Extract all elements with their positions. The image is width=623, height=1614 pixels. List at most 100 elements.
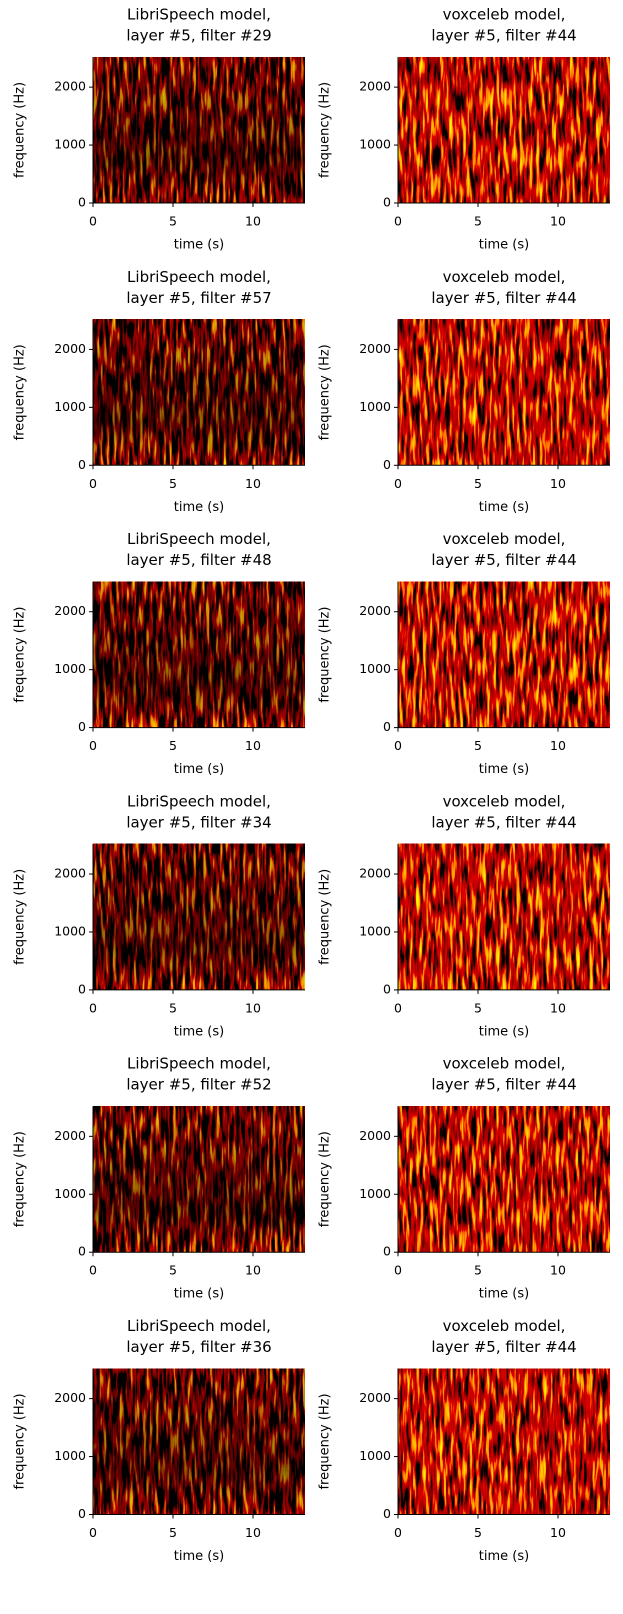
heatmap-shade bbox=[93, 319, 305, 466]
x-tick-label: 0 bbox=[394, 1263, 402, 1278]
y-tick-label: 1000 bbox=[54, 661, 86, 676]
heatmap-image bbox=[398, 57, 610, 203]
chart-title: layer #5, filter #44 bbox=[431, 1076, 576, 1094]
y-tick-label: 0 bbox=[78, 981, 86, 996]
x-axis-label: time (s) bbox=[174, 1024, 224, 1039]
chart-title: layer #5, filter #44 bbox=[431, 289, 576, 307]
x-tick-label: 0 bbox=[89, 214, 97, 229]
y-tick-label: 0 bbox=[383, 1506, 391, 1521]
x-tick-label: 10 bbox=[245, 1000, 261, 1015]
x-axis-label: time (s) bbox=[174, 500, 224, 515]
x-tick-label: 0 bbox=[89, 476, 97, 491]
y-tick-label: 0 bbox=[383, 719, 391, 734]
chart-title: LibriSpeech model, bbox=[127, 792, 271, 810]
y-tick-label: 2000 bbox=[359, 341, 391, 356]
chart-title: layer #5, filter #52 bbox=[126, 1076, 271, 1094]
x-tick-label: 0 bbox=[394, 214, 402, 229]
x-tick-label: 5 bbox=[474, 1000, 482, 1015]
y-tick-label: 2000 bbox=[54, 341, 86, 356]
chart-title: voxceleb model, bbox=[443, 530, 566, 548]
y-axis-label: frequency (Hz) bbox=[13, 344, 28, 440]
x-tick-label: 5 bbox=[169, 476, 177, 491]
x-tick-label: 0 bbox=[394, 476, 402, 491]
chart-title: LibriSpeech model, bbox=[127, 6, 271, 24]
chart-title: voxceleb model, bbox=[443, 1317, 566, 1335]
heatmap-shade bbox=[93, 581, 305, 728]
x-axis-label: time (s) bbox=[479, 500, 529, 515]
heatmap-shade bbox=[93, 843, 305, 990]
y-tick-label: 2000 bbox=[54, 866, 86, 881]
heatmap-shade bbox=[93, 57, 305, 203]
x-tick-label: 5 bbox=[474, 1525, 482, 1540]
x-tick-label: 10 bbox=[550, 1525, 566, 1540]
x-tick-label: 5 bbox=[169, 738, 177, 753]
chart-title: LibriSpeech model, bbox=[127, 1055, 271, 1073]
y-axis-label: frequency (Hz) bbox=[13, 607, 28, 703]
y-tick-label: 1000 bbox=[359, 137, 391, 152]
y-tick-label: 0 bbox=[78, 457, 86, 472]
y-tick-label: 1000 bbox=[54, 137, 86, 152]
y-tick-label: 2000 bbox=[54, 1390, 86, 1405]
chart-title: voxceleb model, bbox=[443, 268, 566, 286]
x-axis-label: time (s) bbox=[174, 1287, 224, 1302]
x-tick-label: 0 bbox=[394, 1525, 402, 1540]
y-tick-label: 1000 bbox=[359, 923, 391, 938]
x-tick-label: 10 bbox=[550, 738, 566, 753]
y-tick-label: 2000 bbox=[54, 79, 86, 94]
x-tick-label: 0 bbox=[89, 1525, 97, 1540]
x-tick-label: 5 bbox=[474, 1263, 482, 1278]
y-tick-label: 1000 bbox=[54, 399, 86, 414]
x-tick-label: 5 bbox=[169, 214, 177, 229]
chart-title: layer #5, filter #44 bbox=[431, 551, 576, 569]
heatmap-image bbox=[398, 1106, 610, 1253]
y-tick-label: 2000 bbox=[359, 866, 391, 881]
x-tick-label: 5 bbox=[474, 214, 482, 229]
x-tick-label: 0 bbox=[394, 1000, 402, 1015]
y-tick-label: 2000 bbox=[359, 1128, 391, 1143]
y-tick-label: 1000 bbox=[359, 661, 391, 676]
x-tick-label: 10 bbox=[245, 738, 261, 753]
x-tick-label: 10 bbox=[245, 1263, 261, 1278]
chart-title: LibriSpeech model, bbox=[127, 1317, 271, 1335]
y-tick-label: 0 bbox=[383, 1244, 391, 1259]
x-tick-label: 5 bbox=[474, 738, 482, 753]
y-tick-label: 1000 bbox=[54, 1186, 86, 1201]
x-axis-label: time (s) bbox=[174, 238, 224, 253]
chart-title: layer #5, filter #44 bbox=[431, 813, 576, 831]
y-axis-label: frequency (Hz) bbox=[318, 607, 333, 703]
y-tick-label: 0 bbox=[78, 195, 86, 210]
x-axis-label: time (s) bbox=[479, 762, 529, 777]
chart-title: LibriSpeech model, bbox=[127, 268, 271, 286]
y-axis-label: frequency (Hz) bbox=[13, 1131, 28, 1227]
x-tick-label: 0 bbox=[89, 1263, 97, 1278]
x-tick-label: 5 bbox=[169, 1000, 177, 1015]
x-tick-label: 10 bbox=[550, 1263, 566, 1278]
chart-title: layer #5, filter #48 bbox=[126, 551, 271, 569]
y-tick-label: 0 bbox=[78, 1244, 86, 1259]
chart-title: layer #5, filter #44 bbox=[431, 27, 576, 45]
chart-title: voxceleb model, bbox=[443, 1055, 566, 1073]
x-axis-label: time (s) bbox=[174, 762, 224, 777]
y-axis-label: frequency (Hz) bbox=[318, 869, 333, 965]
x-tick-label: 0 bbox=[394, 738, 402, 753]
heatmap-image bbox=[398, 1368, 610, 1515]
heatmap-image bbox=[398, 319, 610, 466]
heatmap-image bbox=[398, 581, 610, 728]
chart-title: layer #5, filter #57 bbox=[126, 289, 271, 307]
heatmap-image bbox=[398, 843, 610, 990]
y-axis-label: frequency (Hz) bbox=[13, 82, 28, 178]
x-tick-label: 5 bbox=[169, 1525, 177, 1540]
y-tick-label: 2000 bbox=[54, 603, 86, 618]
y-axis-label: frequency (Hz) bbox=[13, 1393, 28, 1489]
y-tick-label: 0 bbox=[78, 719, 86, 734]
chart-title: layer #5, filter #36 bbox=[126, 1338, 271, 1356]
x-axis-label: time (s) bbox=[479, 238, 529, 253]
y-tick-label: 2000 bbox=[359, 1390, 391, 1405]
heatmap-shade bbox=[93, 1106, 305, 1253]
chart-title: LibriSpeech model, bbox=[127, 530, 271, 548]
y-tick-label: 0 bbox=[383, 195, 391, 210]
x-axis-label: time (s) bbox=[174, 1549, 224, 1564]
x-tick-label: 10 bbox=[245, 476, 261, 491]
